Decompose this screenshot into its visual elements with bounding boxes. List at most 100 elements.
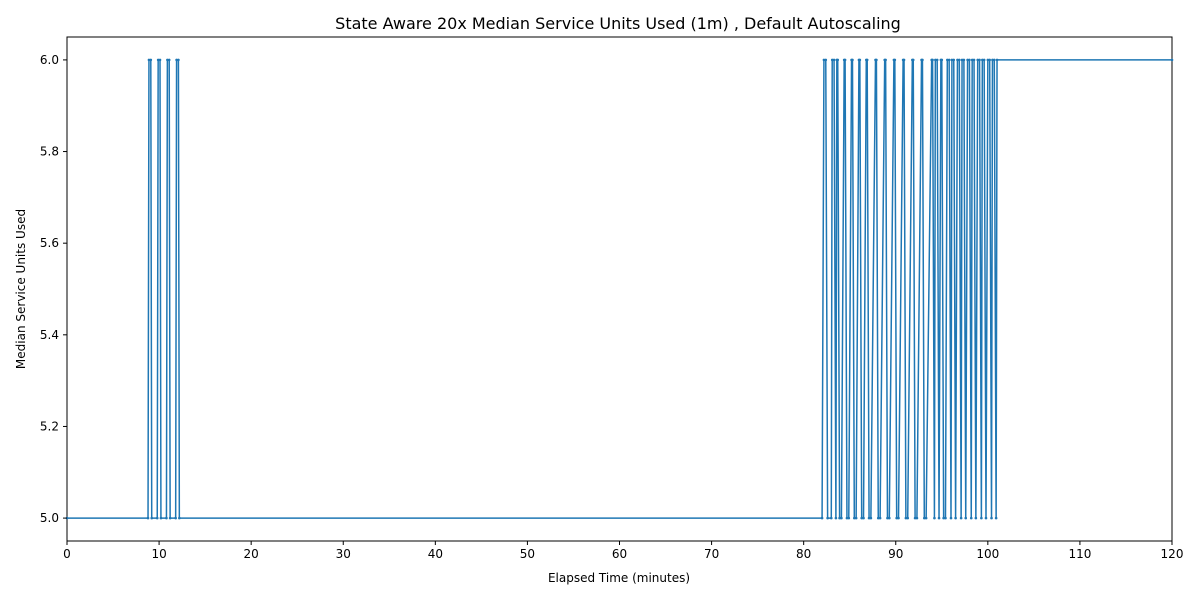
data-point [886, 516, 889, 520]
x-tick-label: 70 [704, 547, 719, 561]
data-point [992, 58, 996, 62]
data-point [911, 58, 915, 62]
data-point [875, 58, 878, 62]
data-point [949, 516, 953, 520]
y-axis: 5.0 5.2 5.4 5.6 5.8 6.0 [40, 53, 67, 525]
data-point [853, 516, 856, 520]
x-tick-label: 80 [796, 547, 811, 561]
data-point [167, 58, 171, 62]
x-tick-label: 50 [520, 547, 535, 561]
data-point [933, 516, 936, 520]
data-point [147, 58, 151, 62]
x-tick-label: 100 [976, 547, 999, 561]
data-point [830, 58, 834, 62]
data-point [820, 516, 824, 520]
y-tick-label: 5.0 [40, 511, 59, 525]
data-point [923, 516, 926, 520]
data-point [829, 516, 833, 520]
data-point [893, 58, 897, 62]
data-point [836, 58, 840, 62]
y-tick-label: 5.2 [40, 419, 59, 433]
data-point [878, 516, 882, 520]
data-point [826, 516, 829, 520]
data-point [980, 516, 983, 520]
data-point [947, 58, 951, 62]
data-point [924, 516, 928, 520]
data-point [946, 58, 949, 62]
data-point [832, 58, 836, 62]
x-tick-label: 60 [612, 547, 627, 561]
y-tick-label: 5.4 [40, 328, 59, 342]
data-point [959, 516, 963, 520]
data-point [876, 516, 880, 520]
x-tick-label: 120 [1161, 547, 1184, 561]
data-point [838, 516, 841, 520]
data-point [982, 58, 986, 62]
data-point [824, 58, 828, 62]
data-point [840, 516, 843, 520]
x-tick-label: 30 [336, 547, 351, 561]
x-tick-label: 40 [428, 547, 443, 561]
data-point [931, 58, 934, 62]
data-point [966, 58, 969, 62]
data-point [174, 516, 177, 520]
data-point [942, 516, 945, 520]
data-point [957, 58, 961, 62]
data-point [964, 516, 968, 520]
data-point [915, 516, 919, 520]
data-point [954, 516, 957, 520]
series-markers [65, 58, 1174, 520]
x-tick-label: 10 [151, 547, 166, 561]
data-point [158, 58, 162, 62]
data-point [1170, 58, 1174, 62]
data-point [978, 58, 981, 62]
data-point [986, 58, 990, 62]
x-tick-label: 20 [244, 547, 259, 561]
data-point [159, 516, 163, 520]
x-tick-label: 0 [63, 547, 71, 561]
data-point [851, 58, 854, 62]
data-point [962, 58, 966, 62]
data-point [995, 58, 999, 62]
data-point [981, 58, 984, 62]
data-point [843, 58, 847, 62]
data-point [974, 516, 978, 520]
data-point [902, 58, 906, 62]
x-axis: 0 10 20 30 40 50 60 70 80 90 100 110 120 [63, 541, 1183, 561]
data-point [950, 58, 954, 62]
data-point [968, 58, 971, 62]
data-point [984, 516, 988, 520]
data-point [921, 58, 924, 62]
data-point [166, 58, 169, 62]
x-axis-title: Elapsed Time (minutes) [548, 571, 690, 585]
chart-title: State Aware 20x Median Service Units Use… [335, 14, 901, 33]
data-point [976, 58, 979, 62]
data-point [862, 516, 865, 520]
data-point [822, 58, 826, 62]
data-point [854, 516, 858, 520]
data-point [834, 516, 838, 520]
data-point [906, 516, 910, 520]
data-point [952, 58, 956, 62]
y-tick-label: 6.0 [40, 53, 59, 67]
x-tick-label: 90 [888, 547, 903, 561]
data-point [895, 516, 898, 520]
data-point [888, 516, 891, 520]
data-point [155, 516, 159, 520]
data-point [937, 516, 941, 520]
data-point [944, 516, 947, 520]
data-point [934, 58, 937, 62]
data-point [990, 516, 993, 520]
data-point [150, 516, 154, 520]
data-point [994, 516, 998, 520]
data-point [988, 58, 991, 62]
data-point [177, 58, 180, 62]
data-point [847, 516, 851, 520]
data-point [175, 58, 178, 62]
data-point [970, 58, 974, 62]
y-tick-label: 5.8 [40, 145, 59, 159]
data-point [858, 58, 862, 62]
data-point [956, 58, 959, 62]
